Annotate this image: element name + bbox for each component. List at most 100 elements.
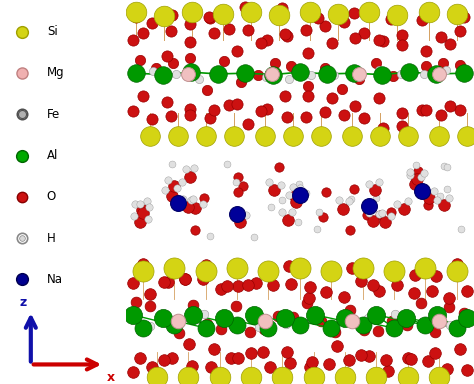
Point <box>337 317 345 323</box>
Point <box>250 312 258 318</box>
Point <box>277 182 285 189</box>
Point <box>304 50 312 56</box>
Point <box>270 187 277 193</box>
Point <box>443 186 451 192</box>
Point <box>281 93 288 99</box>
Point <box>418 107 425 113</box>
Point <box>313 226 321 232</box>
Point <box>456 28 464 34</box>
Point <box>299 193 307 199</box>
Point <box>173 324 181 330</box>
Point <box>190 165 197 171</box>
Point <box>240 73 247 79</box>
Point <box>245 27 252 33</box>
Point <box>370 218 377 224</box>
Point <box>360 114 367 121</box>
Point <box>172 71 180 77</box>
Point <box>146 323 154 329</box>
Point <box>355 71 363 77</box>
Point <box>160 279 168 285</box>
Point <box>153 65 160 71</box>
Point <box>348 318 356 324</box>
Point <box>296 265 303 271</box>
Point <box>435 132 443 139</box>
Point <box>390 268 398 275</box>
Point <box>430 187 438 194</box>
Point <box>418 174 425 180</box>
Point <box>220 58 228 64</box>
Point <box>236 219 244 225</box>
Point <box>444 164 451 170</box>
Text: x: x <box>107 371 115 384</box>
Point <box>366 203 374 209</box>
Point <box>275 164 283 170</box>
Point <box>219 11 227 17</box>
Point <box>393 12 401 18</box>
Point <box>348 132 356 139</box>
Point <box>405 198 412 204</box>
Point <box>314 15 322 21</box>
Point <box>139 93 147 99</box>
Point <box>129 108 137 114</box>
Point <box>145 215 152 222</box>
Point <box>348 265 356 271</box>
Point <box>379 125 387 131</box>
Point <box>435 71 443 77</box>
Point <box>206 114 213 121</box>
Point <box>411 180 419 187</box>
Point <box>453 11 460 17</box>
Point <box>355 76 363 82</box>
Point <box>439 60 447 66</box>
Point <box>246 329 254 335</box>
Point <box>234 101 241 107</box>
Point <box>202 268 210 274</box>
Point <box>203 321 211 327</box>
Point <box>225 101 233 108</box>
Point <box>18 28 26 35</box>
Point <box>254 72 262 78</box>
Point <box>132 299 140 305</box>
Point <box>328 325 335 331</box>
Point <box>446 41 454 47</box>
Point <box>446 304 453 310</box>
Point <box>437 112 445 118</box>
Point <box>179 179 186 185</box>
Point <box>225 26 233 32</box>
Point <box>285 263 293 269</box>
Point <box>425 9 432 15</box>
Point <box>132 14 140 20</box>
Point <box>333 343 341 349</box>
Point <box>389 73 396 79</box>
Point <box>440 164 448 170</box>
Point <box>422 48 430 55</box>
Point <box>346 307 354 313</box>
Point <box>187 69 194 75</box>
Point <box>422 107 430 113</box>
Point <box>160 357 168 363</box>
Point <box>371 187 379 193</box>
Point <box>296 185 304 191</box>
Point <box>289 184 296 190</box>
Point <box>345 198 353 204</box>
Point <box>137 201 144 207</box>
Point <box>247 374 255 380</box>
Point <box>164 177 172 183</box>
Point <box>376 212 383 218</box>
Point <box>18 235 26 241</box>
Point <box>328 268 335 274</box>
Point <box>205 14 213 20</box>
Point <box>302 190 310 196</box>
Point <box>410 290 418 296</box>
Point <box>339 205 347 212</box>
Point <box>234 48 241 54</box>
Point <box>404 132 411 139</box>
Point <box>242 212 250 218</box>
Point <box>393 281 401 288</box>
Point <box>437 34 445 40</box>
Point <box>374 328 382 334</box>
Point <box>315 209 323 215</box>
Point <box>296 192 303 198</box>
Point <box>404 374 411 380</box>
Point <box>171 265 178 271</box>
Point <box>310 315 317 321</box>
